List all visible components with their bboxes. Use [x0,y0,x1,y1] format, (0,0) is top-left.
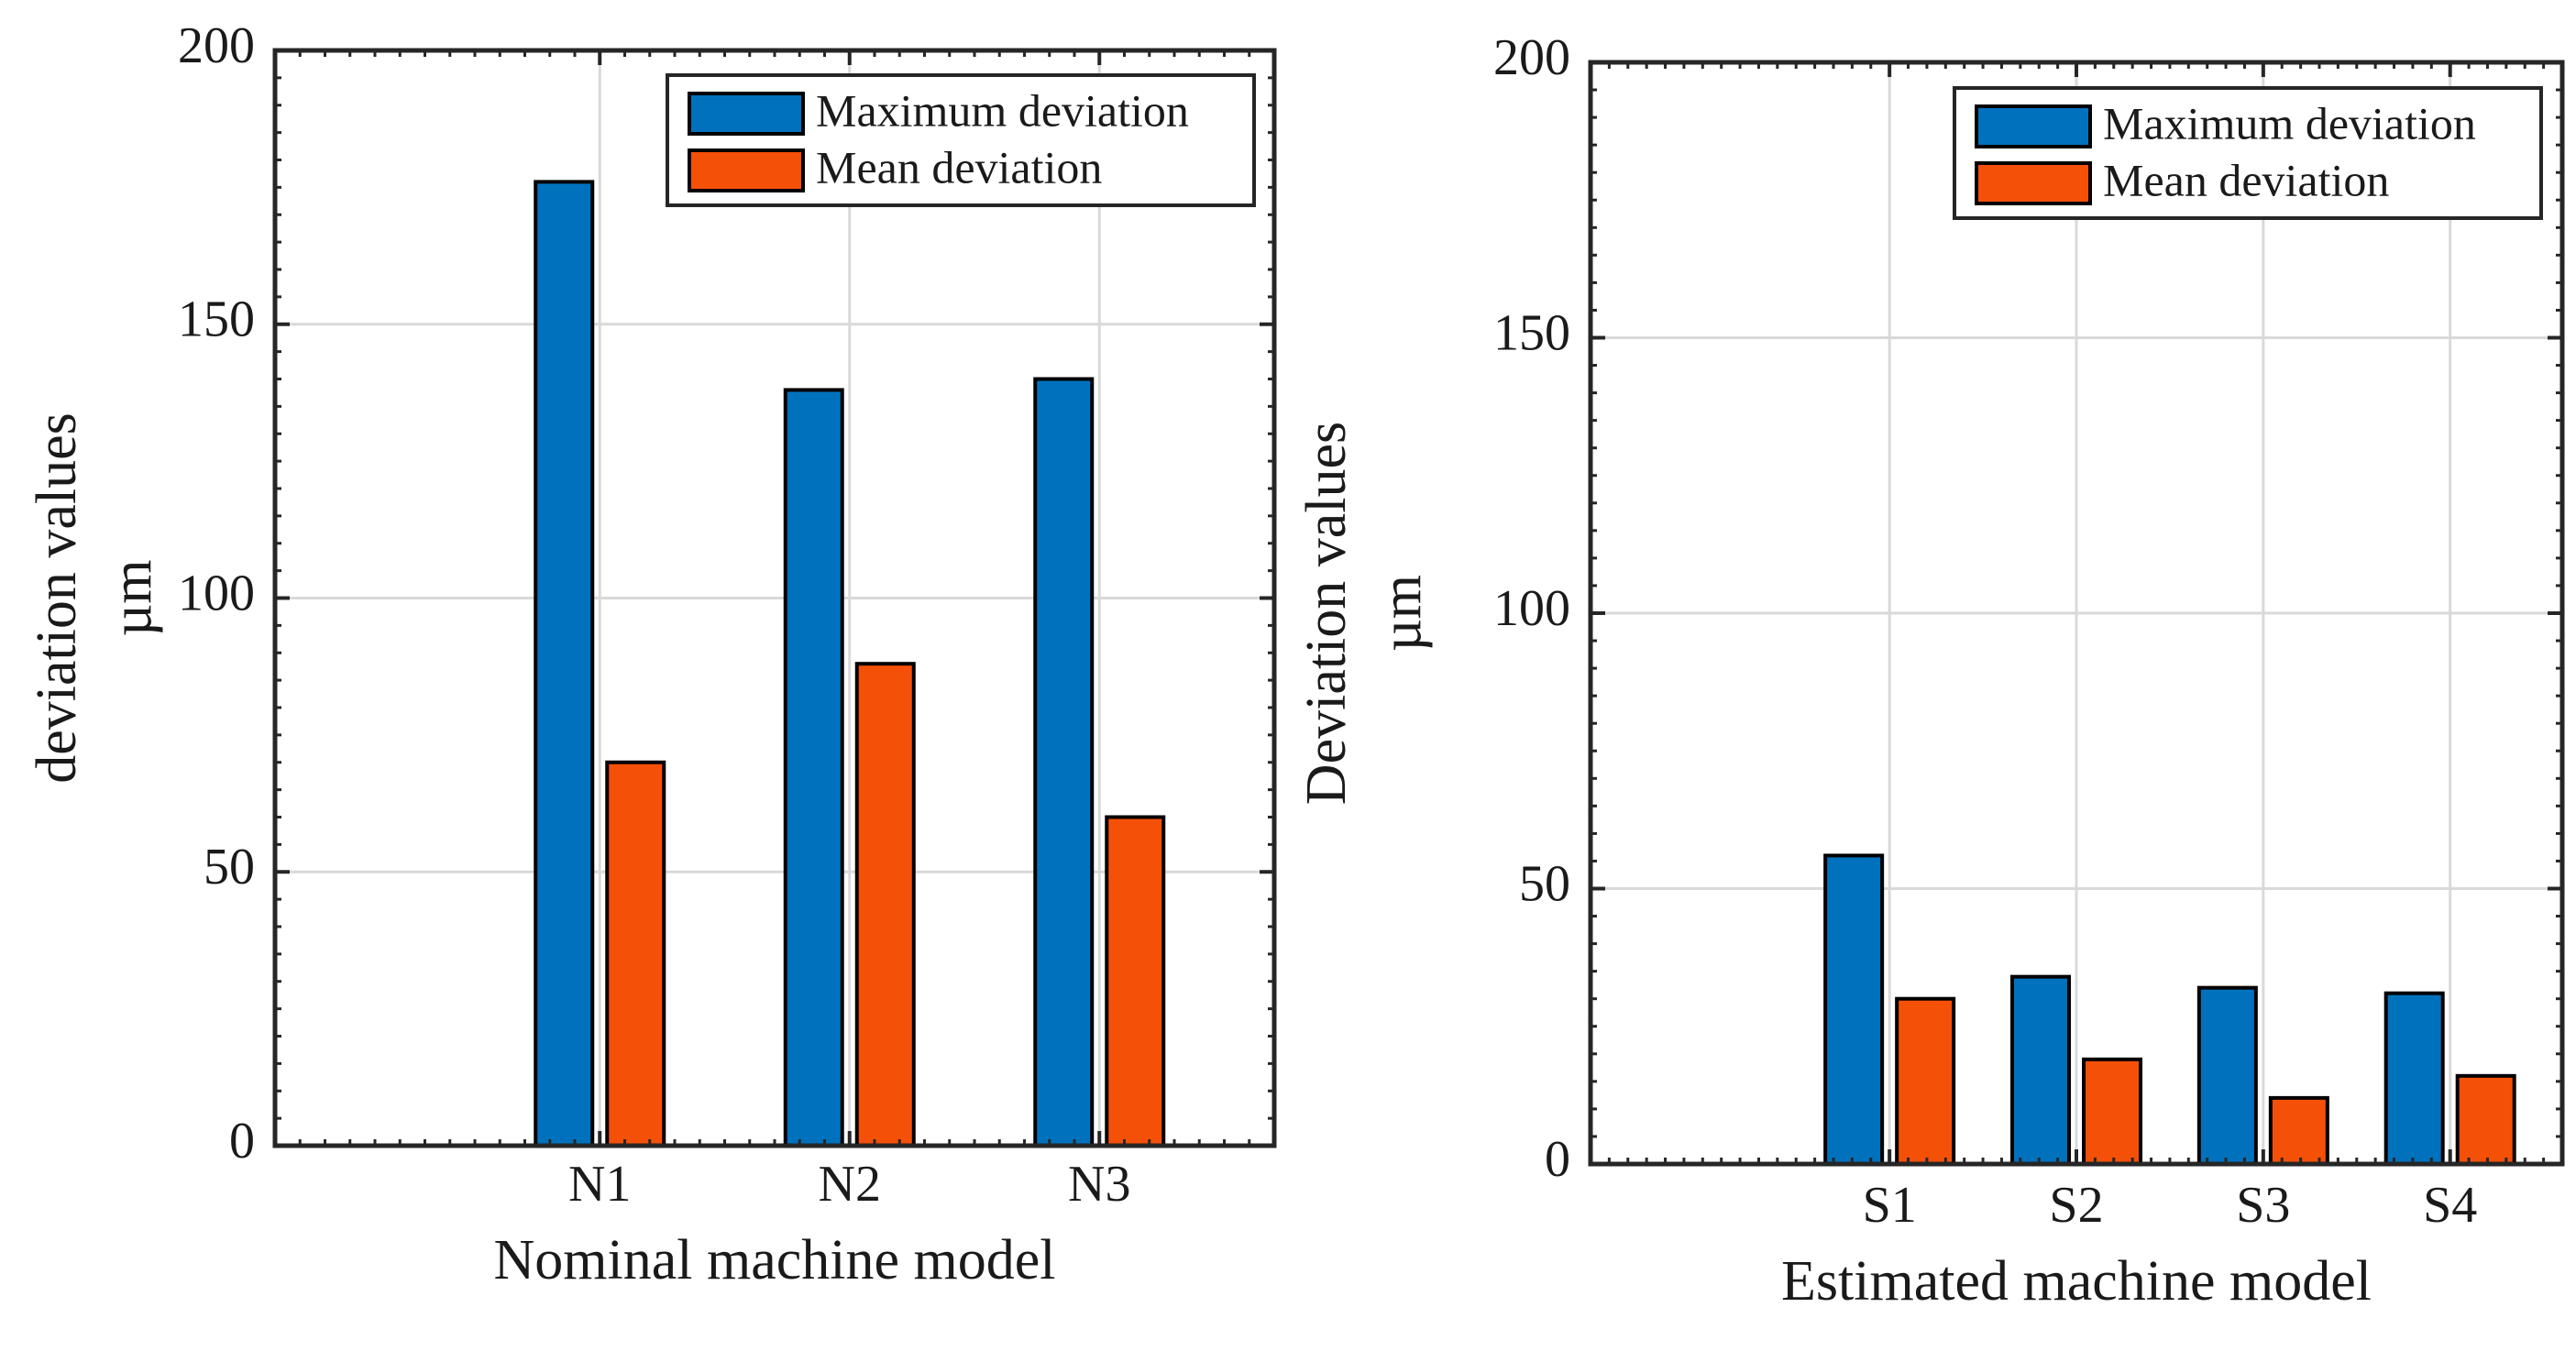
left-legend-label-mean: Mean deviation [816,141,1102,192]
right-x-tick-label: S4 [2423,1177,2477,1234]
left-bar-maximum-n2 [783,388,844,1148]
right-y-tick-labels: 0 50 100 150 200 [1493,29,1570,1188]
left-y-axis-title: deviation values [26,412,88,784]
left-y-tick-label: 200 [178,17,255,74]
left-chart: 0 50 100 150 200 N1 N2 N3 Nominal machin… [26,17,1277,1291]
left-legend-swatch-maximum [688,92,805,136]
left-ticks [273,49,1276,1148]
left-y-tick-label: 50 [204,839,255,895]
right-bars [1823,853,2516,1167]
right-y-axis-title: Deviation values [1295,422,1358,805]
left-bar-mean-n3 [1105,815,1166,1148]
right-bar-mean-s3 [2268,1095,2329,1167]
left-y-tick-label: 0 [229,1113,255,1170]
left-y-axis-unit: µm [101,560,163,637]
left-x-tick-labels: N1 N2 N3 [568,1156,1130,1213]
right-y-tick-label: 100 [1493,580,1570,637]
right-y-tick-label: 0 [1545,1131,1570,1188]
right-bar-mean-s4 [2455,1073,2516,1166]
right-bar-maximum-s1 [1823,853,1885,1166]
right-legend-label-mean: Mean deviation [2103,154,2389,205]
right-ticks [1589,60,2564,1166]
right-bar-maximum-s3 [2196,985,2258,1167]
left-bars [534,180,1166,1148]
right-bar-maximum-s4 [2383,991,2445,1166]
left-bar-mean-n2 [854,662,916,1148]
left-y-tick-label: 100 [178,565,255,621]
left-bar-maximum-n3 [1033,377,1095,1148]
right-legend-swatch-mean [1975,161,2092,205]
right-x-tick-label: S2 [2049,1177,2103,1234]
right-legend-swatch-maximum [1975,104,2092,148]
left-x-tick-label: N1 [568,1156,631,1213]
right-y-tick-label: 150 [1493,304,1570,361]
right-gridlines [1591,62,2562,1164]
left-bar-maximum-n1 [534,180,595,1148]
right-x-tick-label: S3 [2236,1177,2290,1234]
right-legend-label-maximum: Maximum deviation [2103,97,2476,148]
left-x-tick-label: N3 [1068,1156,1130,1213]
left-y-tick-labels: 0 50 100 150 200 [178,17,255,1170]
left-gridlines [275,50,1274,1146]
right-chart: 0 50 100 150 200 S1 S2 S3 S4 Estimated m… [1295,29,2565,1313]
left-x-tick-label: N2 [819,1156,881,1213]
left-bar-mean-n1 [605,760,666,1148]
right-bar-mean-s1 [1895,996,1956,1166]
right-y-tick-label: 50 [1519,855,1570,912]
left-legend-swatch-mean [688,148,805,192]
right-x-axis-title: Estimated machine model [1781,1250,2372,1313]
right-legend: Maximum deviation Mean deviation [1953,86,2543,220]
left-legend-label-maximum: Maximum deviation [816,84,1189,136]
right-bar-maximum-s2 [2010,974,2071,1167]
left-y-tick-label: 150 [178,291,255,348]
right-bar-mean-s2 [2082,1057,2142,1167]
right-x-tick-label: S1 [1863,1177,1917,1234]
left-legend: Maximum deviation Mean deviation [666,73,1256,207]
left-x-axis-title: Nominal machine model [494,1229,1056,1291]
right-y-axis-unit: µm [1371,575,1433,652]
right-x-tick-labels: S1 S2 S3 S4 [1863,1177,2478,1234]
right-y-tick-label: 200 [1493,29,1570,86]
